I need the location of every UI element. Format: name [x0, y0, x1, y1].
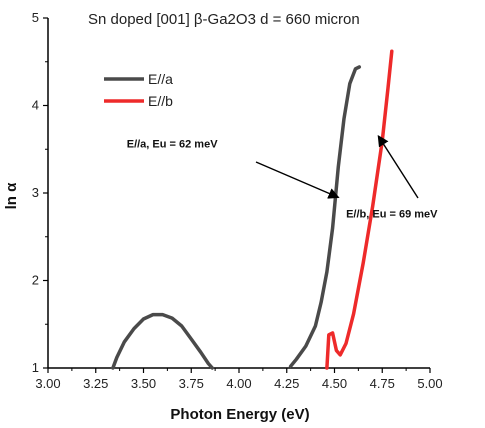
x-tick-label: 4.25: [274, 376, 299, 391]
annotation-arrow: [377, 134, 419, 199]
x-tick-label: 3.00: [35, 376, 60, 391]
annotation-arrow: [255, 161, 340, 199]
x-tick-label: 4.50: [322, 376, 347, 391]
series-line: [111, 312, 215, 370]
x-tick-label: 4.00: [226, 376, 251, 391]
y-tick-label: 4: [32, 98, 39, 113]
x-tick-label: 3.75: [179, 376, 204, 391]
series-layer: [111, 49, 394, 370]
annotation-text: E//b, Eu = 69 meV: [346, 209, 438, 221]
x-tick-label: 5.00: [417, 376, 442, 391]
chart-title: Sn doped [001] β-Ga2O3 d = 660 micron: [88, 11, 360, 28]
axes: 3.00 3.25 3.50 3.75 4.00 4.25 4.50 4.75 5.00 1 2 3 4…: [32, 10, 443, 391]
x-tick-label: 4.75: [370, 376, 395, 391]
series-line: [288, 65, 362, 369]
y-axis-title: ln α: [3, 182, 20, 209]
y-tick-label: 3: [32, 185, 39, 200]
annotation-text: E//a, Eu = 62 meV: [127, 139, 218, 151]
y-tick-label: 1: [32, 360, 39, 375]
legend-label: E//b: [148, 93, 173, 109]
annotations: E//a, Eu = 62 meV E//b, Eu = 69 meV: [127, 134, 438, 221]
y-tick-label: 2: [32, 273, 39, 288]
legend-label: E//a: [148, 71, 173, 87]
legend: E//a E//b: [104, 71, 173, 109]
x-axis-title: Photon Energy (eV): [170, 406, 309, 423]
series-line: [325, 49, 394, 370]
y-tick-label: 5: [32, 10, 39, 25]
x-tick-label: 3.25: [83, 376, 108, 391]
x-tick-label: 3.50: [131, 376, 156, 391]
